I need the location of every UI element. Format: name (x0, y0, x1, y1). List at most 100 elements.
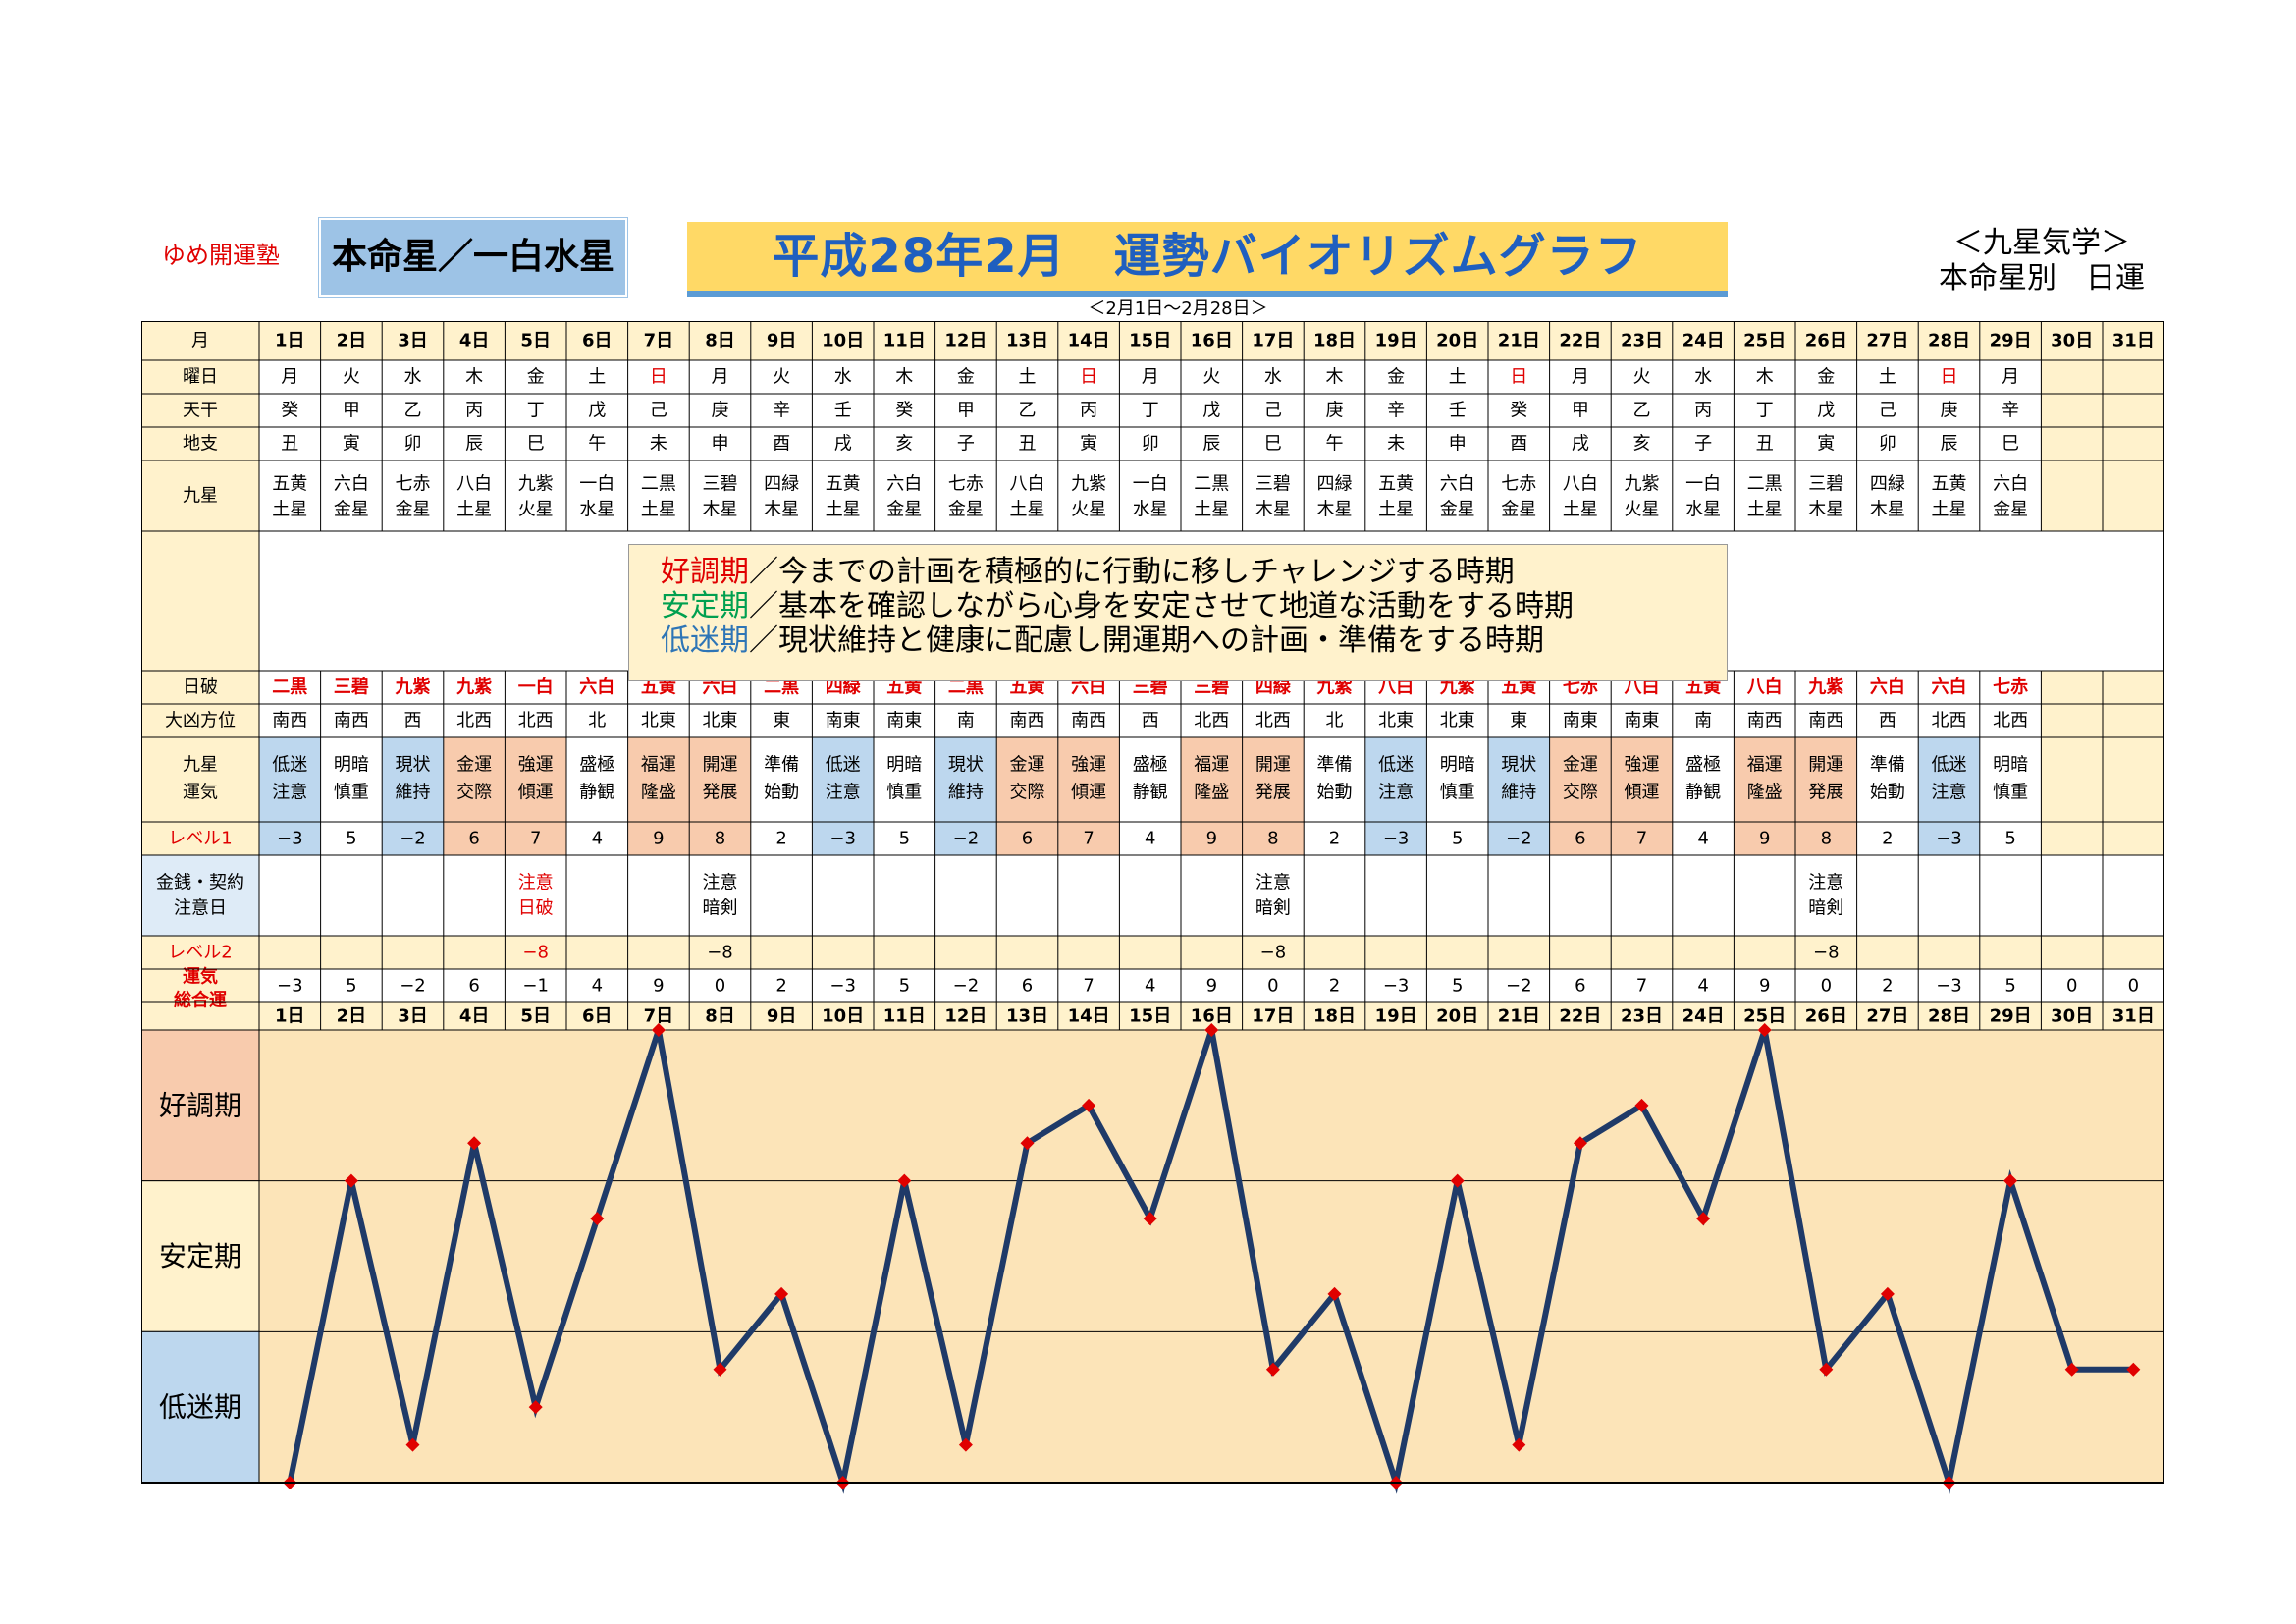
tenkan-cell: 乙 (1019, 401, 1037, 421)
unki-cell: 維持 (1501, 783, 1536, 803)
weekday-cell: 金 (1387, 367, 1405, 388)
data-point (1143, 1212, 1157, 1226)
unki-cell-bg (1242, 737, 1305, 822)
total-cell: −3 (1936, 976, 1962, 997)
level1-cell-bg (1734, 822, 1795, 855)
day-header: 10日 (822, 331, 864, 352)
data-point (1265, 1362, 1280, 1377)
level1-cell: 8 (715, 829, 725, 849)
nippa-cell: 六白 (579, 677, 614, 698)
weekday-cell: 土 (1449, 367, 1467, 388)
kyusei-cell: 木星 (764, 500, 799, 520)
tenkan-cell: 丁 (527, 401, 545, 421)
unki-cell: 準備 (1870, 755, 1905, 776)
day-header: 4日 (459, 331, 490, 352)
unki-cell: 福運 (1194, 755, 1229, 776)
unki-cell-bg (382, 737, 444, 822)
data-point (2003, 1173, 2018, 1188)
level1-cell-bg (443, 822, 506, 855)
daikyo-cell: 北 (1326, 711, 1344, 731)
nippa-cell: 六白 (1932, 677, 1967, 698)
money-cell: 注意 (703, 873, 738, 893)
data-point (1082, 1098, 1096, 1112)
total-cell: 0 (2066, 976, 2077, 997)
nippa-cell: 九紫 (1316, 677, 1353, 698)
level1-cell-bg (627, 822, 690, 855)
tenkan-cell: 乙 (1633, 401, 1651, 421)
row-label-level2: レベル2 (168, 943, 232, 963)
daikyo-cell: 南東 (886, 711, 922, 731)
band-stable-label: 安定期 (159, 1240, 241, 1272)
nippa-cell: 八白 (1747, 677, 1783, 698)
day-header: 7日 (644, 331, 674, 352)
day-footer: 31日 (2112, 1006, 2155, 1027)
weekday-cell: 月 (712, 367, 729, 388)
unki-cell-bg (934, 737, 997, 822)
kyusei-cell: 八白 (1010, 474, 1045, 495)
unki-cell-bg (1795, 737, 1857, 822)
legend-stable-term: 安定期 (661, 589, 749, 623)
tenkan-cell: 癸 (1510, 401, 1527, 421)
chishi-cell: 申 (1449, 434, 1467, 455)
data-point (590, 1212, 605, 1226)
weekday-cell: 日 (1510, 367, 1527, 388)
level1-cell-bg (1364, 822, 1427, 855)
chishi-cell: 申 (712, 434, 729, 455)
nippa-cell: 三碧 (1133, 677, 1168, 698)
unki-cell: 慎重 (1440, 783, 1475, 803)
level1-cell-bg (812, 822, 874, 855)
kyusei-cell: 木星 (703, 500, 738, 520)
level1-cell: 5 (1452, 829, 1463, 849)
level1-cell: 5 (899, 829, 910, 849)
chishi-cell: 子 (957, 434, 975, 455)
day-footer: 25日 (1743, 1006, 1786, 1027)
unki-cell: 強運 (1071, 755, 1106, 776)
chishi-cell: 卯 (404, 434, 422, 455)
total-cell: 0 (2128, 976, 2139, 997)
data-point (528, 1400, 543, 1415)
kyusei-cell: 金星 (334, 500, 369, 520)
daikyo-cell: 北西 (518, 711, 554, 731)
day-footer: 23日 (1621, 1006, 1663, 1027)
row-label-bg (141, 394, 259, 427)
level1-cell-bg (689, 822, 751, 855)
chishi-cell: 酉 (1510, 434, 1527, 455)
legend-low: 低迷期／現状維持と健康に配慮し開運期への計画・準備をする時期 (661, 623, 1727, 658)
weekday-cell: 火 (1202, 367, 1220, 388)
data-point (1880, 1286, 1895, 1301)
kyusei-cell: 五黄 (826, 474, 861, 495)
day-header: 23日 (1621, 331, 1663, 352)
day-header: 16日 (1191, 331, 1233, 352)
level1-cell: 7 (1636, 829, 1647, 849)
daikyo-cell: 北 (588, 711, 606, 731)
unki-cell: 福運 (1747, 755, 1783, 776)
page-title: 平成28年2月 運勢バイオリズムグラフ (687, 222, 1728, 297)
level1-cell: 6 (1575, 829, 1585, 849)
kyusei-cell: 七赤 (1501, 474, 1536, 495)
total-cell: 6 (468, 976, 479, 997)
unki-cell: 静観 (579, 783, 614, 803)
kyusei-cell: 木星 (1317, 500, 1353, 520)
row-label-bg (141, 737, 259, 822)
data-point (2064, 1362, 2079, 1377)
band-stable-label-bg (141, 1180, 260, 1332)
kyusei-cell: 土星 (1010, 500, 1045, 520)
tenkan-cell: 庚 (1326, 401, 1344, 421)
data-point (2126, 1362, 2141, 1377)
unki-cell-bg (812, 737, 874, 822)
level1-cell: 2 (1882, 829, 1893, 849)
level1-cell: 8 (1267, 829, 1278, 849)
day-footer: 3日 (398, 1006, 428, 1027)
nippa-cell: 九紫 (1439, 677, 1475, 698)
unki-cell-bg (689, 737, 751, 822)
weekday-cell: 月 (2002, 367, 2019, 388)
level1-cell: 9 (1206, 829, 1217, 849)
total-cell: −3 (1383, 976, 1410, 997)
nippa-cell: 六白 (1870, 677, 1905, 698)
daikyo-cell: 北西 (1194, 711, 1229, 731)
daikyo-cell: 北東 (1378, 711, 1414, 731)
unki-cell: 現状 (1501, 755, 1536, 776)
kyusei-cell: 六白 (1440, 474, 1475, 495)
unki-cell-bg (1549, 737, 1612, 822)
nippa-cell: 二黒 (764, 677, 799, 698)
